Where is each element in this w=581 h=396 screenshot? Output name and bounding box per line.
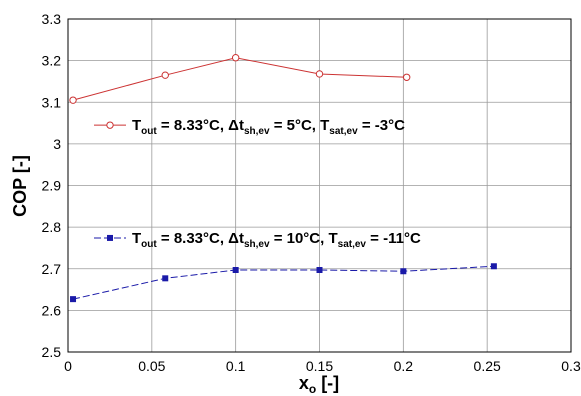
x-axis-label: xo [-] bbox=[299, 373, 339, 396]
series-1-point bbox=[315, 70, 324, 78]
y-tick-label: 2.7 bbox=[42, 261, 62, 277]
legend-1-label-part: sh,ev bbox=[244, 126, 270, 137]
legend-2-marker bbox=[107, 234, 113, 241]
y-tick-label: 3.2 bbox=[42, 53, 62, 69]
legend-1-label-part: sat,ev bbox=[329, 126, 358, 137]
series-1-point bbox=[69, 96, 77, 104]
y-tick-label: 2.9 bbox=[42, 178, 62, 194]
series-2-point bbox=[490, 263, 497, 270]
series-2-point bbox=[70, 296, 77, 303]
legend-1-marker bbox=[106, 121, 114, 129]
series-2-point bbox=[162, 275, 169, 282]
legend-2-label-part: = 10°C, T bbox=[270, 230, 338, 247]
x-tick-labels: 0 0.05 0.1 0.15 0.2 0.25 0.3 bbox=[64, 358, 581, 374]
y-tick-label: 3 bbox=[53, 136, 61, 152]
series-1-point bbox=[402, 73, 411, 81]
y-tick-label: 2.6 bbox=[42, 302, 62, 318]
legend-1-label-part: = 8.33°C, Δt bbox=[157, 117, 244, 134]
x-tick-label: 0.1 bbox=[226, 358, 246, 374]
y-tick-label: 2.8 bbox=[42, 219, 62, 235]
x-axis-label-main: x bbox=[299, 373, 309, 393]
x-tick-label: 0.2 bbox=[394, 358, 414, 374]
x-axis-label-sub: o bbox=[309, 382, 316, 396]
legend-2-label-part: sh,ev bbox=[244, 239, 270, 250]
y-tick-label: 3.3 bbox=[42, 11, 62, 27]
legend-2-label-part: = 8.33°C, Δt bbox=[157, 230, 244, 247]
x-tick-label: 0.25 bbox=[474, 358, 501, 374]
series-1 bbox=[69, 54, 411, 104]
plot-frame bbox=[67, 18, 572, 353]
series-2-point bbox=[232, 266, 239, 273]
y-tick-labels: 2.5 2.6 2.7 2.8 2.9 3 3.1 3.2 3.3 bbox=[42, 11, 62, 360]
x-tick-label: 0.3 bbox=[561, 358, 581, 374]
legend-2-label-part: out bbox=[141, 239, 157, 250]
legend-2-label: Tout = 8.33°C, Δtsh,ev = 10°C, Tsat,ev =… bbox=[132, 230, 421, 250]
legend-1-label-part: T bbox=[132, 117, 141, 134]
legend-1-label: Tout = 8.33°C, Δtsh,ev = 5°C, Tsat,ev = … bbox=[132, 117, 405, 137]
y-axis-label: COP [-] bbox=[10, 155, 30, 217]
series-2 bbox=[70, 263, 497, 303]
legend-2-label-part: T bbox=[132, 230, 141, 247]
series-1-point bbox=[231, 54, 240, 62]
legend-1-label-part: out bbox=[141, 126, 157, 137]
legend: Tout = 8.33°C, Δtsh,ev = 5°C, Tsat,ev = … bbox=[94, 117, 421, 250]
series-2-point bbox=[316, 266, 323, 273]
x-tick-label: 0 bbox=[64, 358, 72, 374]
series-2-point bbox=[400, 268, 407, 275]
legend-2-label-part: = -11°C bbox=[366, 230, 421, 247]
x-tick-label: 0.15 bbox=[306, 358, 333, 374]
x-tick-label: 0.05 bbox=[138, 358, 165, 374]
legend-2-label-part: sat,ev bbox=[338, 239, 367, 250]
series-layer bbox=[69, 54, 497, 303]
series-1-point bbox=[161, 71, 169, 79]
legend-1-label-part: = 5°C, T bbox=[270, 117, 330, 134]
x-axis-label-suffix: [-] bbox=[316, 373, 339, 393]
legend-1-label-part: = -3°C bbox=[358, 117, 405, 134]
y-tick-label: 2.5 bbox=[42, 344, 62, 360]
y-tick-label: 3.1 bbox=[42, 94, 62, 110]
